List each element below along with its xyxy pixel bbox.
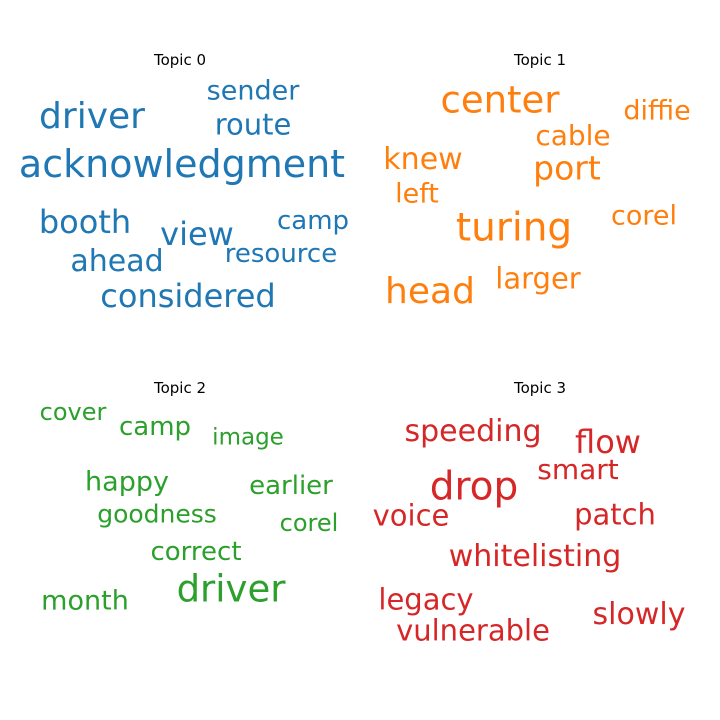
word-vulnerable: vulnerable	[396, 613, 550, 648]
word-happy: happy	[85, 466, 169, 498]
word-month: month	[41, 585, 129, 617]
word-drop: drop	[429, 464, 519, 510]
word-flow: flow	[575, 423, 641, 461]
word-corel: corel	[279, 509, 339, 537]
word-slowly: slowly	[592, 597, 686, 632]
word-driver: driver	[39, 96, 145, 137]
word-larger: larger	[495, 261, 581, 296]
word-cover: cover	[39, 398, 107, 426]
topic-title: Topic 0	[153, 51, 207, 69]
topic-panel-3: Topic 3 speeding flow smart drop voice patch wh…	[360, 328, 720, 688]
topic-panel-0: Topic 0 driver sender route acknowledgment bo…	[0, 0, 360, 360]
word-knew: knew	[383, 142, 463, 177]
word-port: port	[533, 148, 601, 188]
topic-panel-2: Topic 2 cover camp image happy earlier goodnes…	[0, 328, 360, 688]
word-goodness: goodness	[97, 499, 217, 529]
word-smart: smart	[537, 453, 619, 486]
word-camp: camp	[118, 412, 192, 442]
word-patch: patch	[574, 497, 656, 532]
word-driver: driver	[176, 567, 286, 611]
word-correct: correct	[150, 537, 242, 567]
word-acknowledgment: acknowledgment	[18, 142, 346, 186]
word-sender: sender	[206, 75, 300, 107]
word-camp: camp	[276, 206, 350, 236]
word-cable: cable	[535, 119, 611, 152]
word-resource: resource	[224, 239, 338, 269]
word-corel: corel	[611, 200, 677, 232]
word-image: image	[212, 424, 284, 451]
word-booth: booth	[38, 203, 132, 241]
word-legacy: legacy	[378, 582, 474, 617]
topic-title: Topic 2	[153, 379, 207, 397]
word-voice: voice	[372, 498, 450, 533]
word-turing: turing	[455, 205, 573, 251]
word-diffie: diffie	[623, 95, 691, 127]
topic-title: Topic 3	[513, 379, 567, 397]
topic-panel-1: Topic 1 center diffie cable knew port left turi…	[360, 0, 720, 360]
word-whitelisting: whitelisting	[448, 539, 622, 574]
word-earlier: earlier	[249, 471, 333, 501]
word-center: center	[440, 78, 560, 122]
word-view: view	[160, 215, 234, 253]
word-head: head	[385, 271, 475, 312]
word-ahead: ahead	[70, 244, 164, 279]
word-speeding: speeding	[404, 414, 542, 449]
word-considered: considered	[100, 277, 276, 315]
word-left: left	[395, 178, 439, 210]
topic-title: Topic 1	[513, 51, 567, 69]
word-route: route	[214, 107, 292, 142]
